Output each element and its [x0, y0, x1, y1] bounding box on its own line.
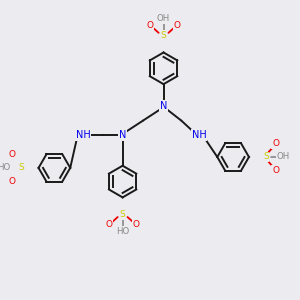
Text: S: S [120, 210, 125, 219]
Text: O: O [146, 21, 153, 30]
Text: HO: HO [0, 164, 11, 172]
Text: NH: NH [76, 130, 90, 140]
Text: O: O [272, 139, 279, 148]
Text: S: S [161, 31, 167, 40]
Text: S: S [19, 164, 25, 172]
Text: HO: HO [116, 227, 129, 236]
Text: NH: NH [192, 130, 206, 140]
Text: O: O [174, 21, 181, 30]
Text: O: O [106, 220, 112, 229]
Text: OH: OH [157, 14, 170, 23]
Text: S: S [263, 152, 269, 161]
Text: O: O [8, 150, 15, 159]
Text: N: N [160, 101, 167, 111]
Text: O: O [8, 177, 15, 186]
Text: OH: OH [277, 152, 290, 161]
Text: N: N [119, 130, 126, 140]
Text: O: O [272, 166, 279, 175]
Text: O: O [133, 220, 140, 229]
